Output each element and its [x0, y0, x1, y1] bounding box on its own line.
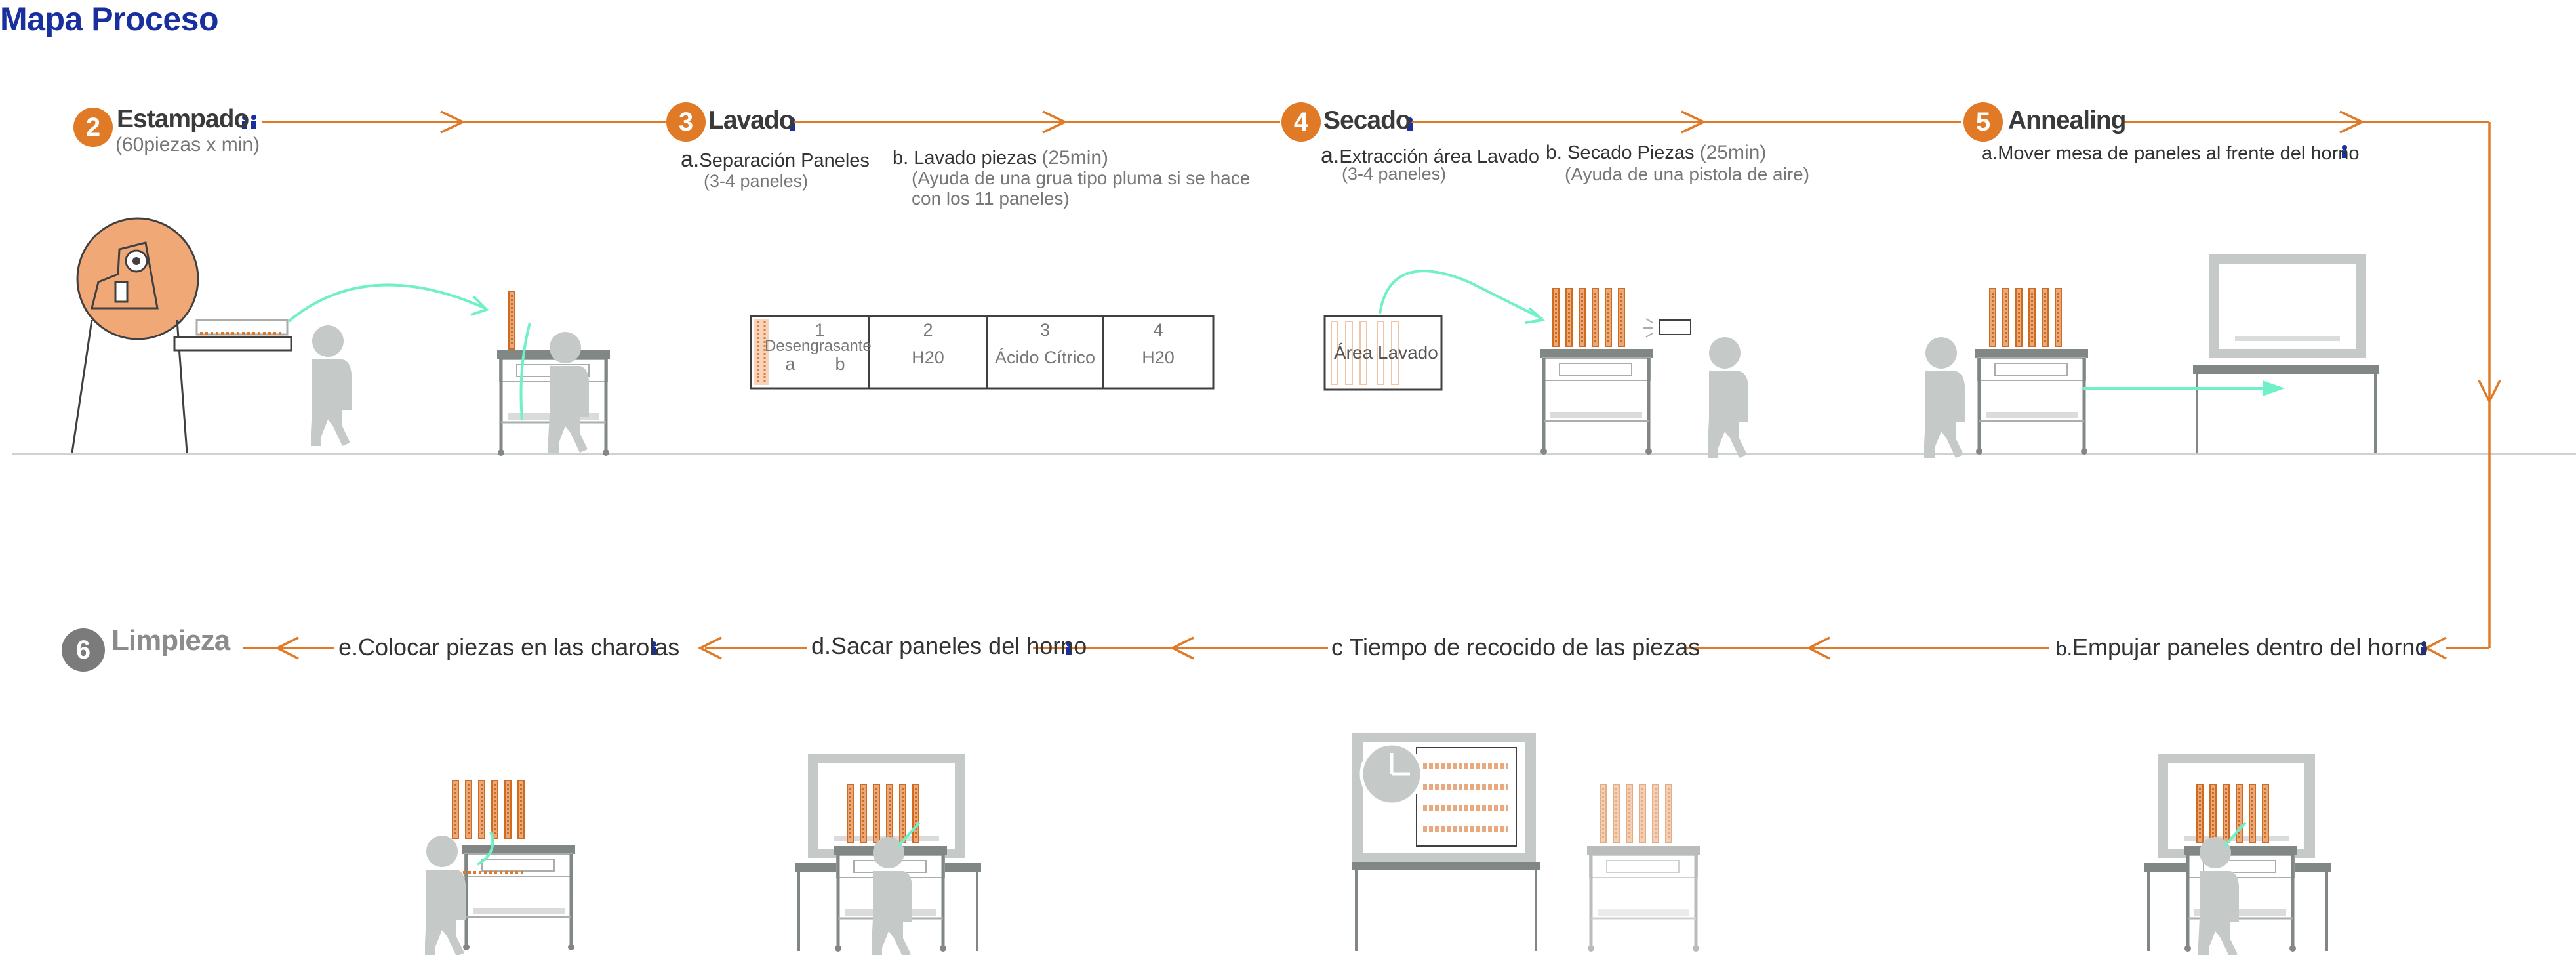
step-name-secado: Secado	[1323, 106, 1411, 134]
tank-3-number: 3	[1039, 320, 1051, 340]
people-icon	[242, 115, 256, 129]
tank-2-name: H20	[912, 348, 944, 367]
annealing-b: b.Empujar paneles dentro del horno	[2056, 634, 2428, 660]
tank-1-sub-a: a	[785, 354, 795, 374]
lavado-b: b. Lavado piezas (25min)	[893, 147, 1109, 169]
step-number-3: 3	[666, 102, 706, 142]
air-gun	[1643, 318, 1691, 338]
step-number-4: 4	[1281, 102, 1321, 142]
clock-icon	[1359, 742, 1424, 806]
tank-1-name: Desengrasante	[765, 337, 872, 355]
annealing-d: d.Sacar paneles del horno	[811, 632, 1087, 659]
step-name-annealing: Annealing	[2008, 106, 2127, 134]
step-estampado-rate: (60piezas x min)	[115, 134, 260, 155]
page-title: Mapa Proceso	[0, 1, 219, 37]
tank-1-number: 1	[815, 320, 825, 340]
secado-a: a.Extracción área Lavado	[1321, 143, 1540, 168]
step-name-limpieza: Limpieza	[111, 624, 230, 657]
tank-1-sub-b: b	[835, 354, 845, 374]
secado-b: b. Secado Piezas (25min)	[1546, 142, 1767, 163]
annealing-a: a.Mover mesa de paneles al frente del ho…	[1982, 143, 2360, 164]
stamping-press	[71, 217, 292, 453]
annealing-c: c Tiempo de recocido de las piezas	[1331, 634, 1701, 660]
person-icon	[651, 117, 2426, 655]
wash-tanks	[750, 315, 1215, 390]
area-lavado-label: Área Lavado	[1334, 342, 1438, 363]
lavado-a-note: (3-4 paneles)	[704, 171, 809, 191]
secado-a-note: (3-4 paneles)	[1342, 164, 1447, 184]
tank-2-number: 2	[923, 320, 933, 340]
step-number-5: 5	[1963, 102, 2003, 142]
lavado-b-note: (Ayuda de una grua tipo pluma si se hace…	[912, 168, 1251, 209]
step-number-6: 6	[62, 628, 105, 672]
tank-4-number: 4	[1153, 320, 1163, 340]
tank-4-name: H20	[1142, 348, 1175, 367]
secado-b-note: (Ayuda de una pistola de aire)	[1565, 164, 1810, 184]
limpieza-e: e.Colocar piezas en las charolas	[338, 634, 680, 660]
step-name-lavado: Lavado	[708, 106, 795, 134]
lavado-a: a.Separación Paneles	[681, 147, 870, 172]
step-number-2: 2	[73, 108, 113, 147]
step-name-estampado: Estampado	[117, 105, 249, 133]
tank-3-name: Ácido Cítrico	[994, 348, 1096, 367]
